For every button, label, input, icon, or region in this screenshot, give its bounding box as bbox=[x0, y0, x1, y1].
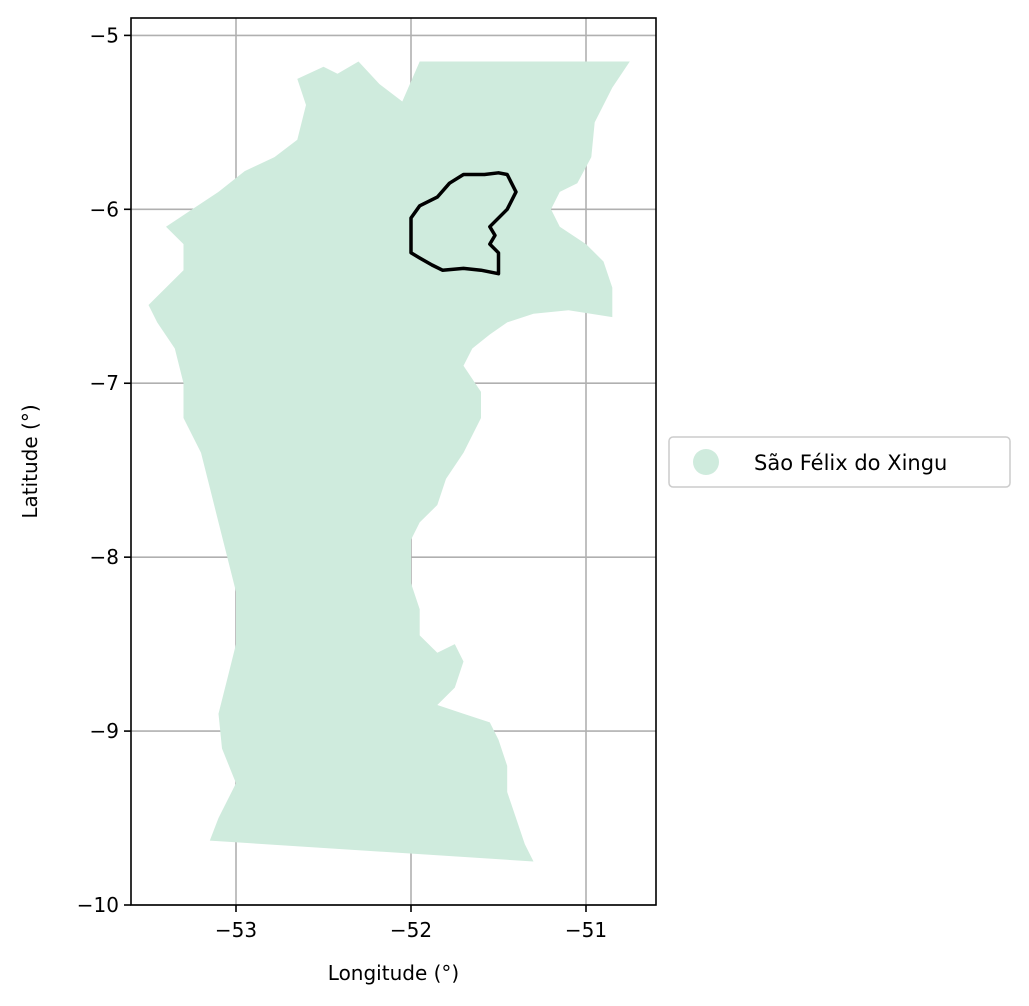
legend-box bbox=[668, 436, 1011, 488]
legend: São Félix do Xingu bbox=[668, 436, 1011, 488]
plot-frame bbox=[130, 17, 657, 906]
y-tick-label: −9 bbox=[90, 719, 119, 743]
y-tick-label: −7 bbox=[90, 371, 119, 395]
legend-label: São Félix do Xingu bbox=[754, 451, 947, 475]
x-tick-label: −53 bbox=[215, 918, 257, 942]
region-polygon bbox=[148, 61, 630, 862]
axis-ticks: −53 −52 −51 −5 −6 −7 −8 −9 −10 bbox=[77, 23, 607, 942]
y-tick-label: −8 bbox=[90, 545, 119, 569]
region-layer bbox=[148, 61, 630, 862]
x-axis-label: Longitude (°) bbox=[328, 961, 459, 985]
y-tick-label: −5 bbox=[90, 23, 119, 47]
y-tick-label: −6 bbox=[90, 197, 119, 221]
x-tick-label: −51 bbox=[565, 918, 607, 942]
y-tick-label: −10 bbox=[77, 893, 119, 917]
boundary-layer bbox=[409, 171, 518, 276]
legend-marker bbox=[693, 449, 719, 475]
x-tick-label: −52 bbox=[390, 918, 432, 942]
y-axis-label: Latitude (°) bbox=[18, 404, 42, 518]
boundary-outline bbox=[409, 171, 518, 276]
